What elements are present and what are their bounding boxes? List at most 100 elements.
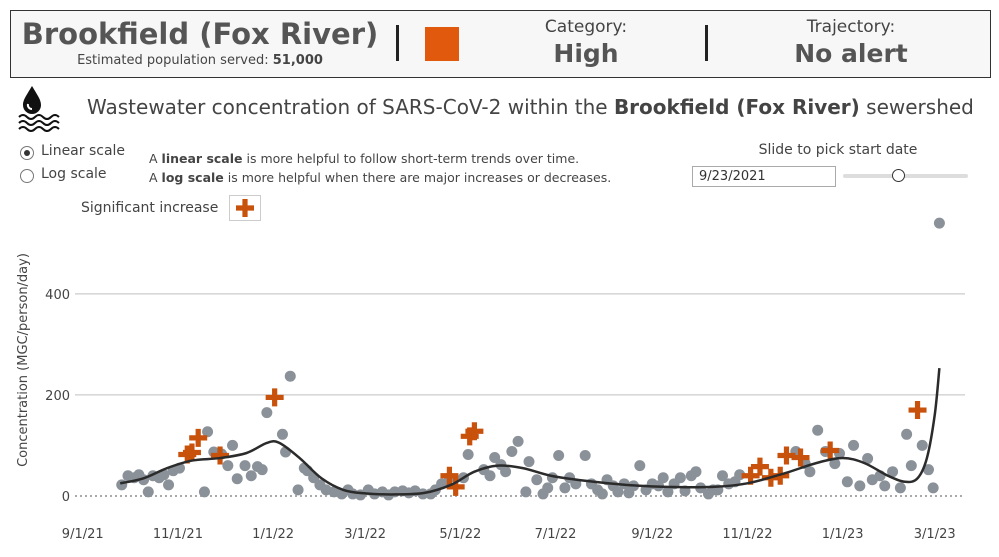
sample-point [231, 473, 243, 485]
note-bold: log scale [161, 170, 224, 185]
sample-point [901, 428, 913, 440]
sample-point [276, 428, 288, 440]
sample-point [862, 453, 874, 465]
sample-point [854, 480, 866, 492]
increase-marker [821, 441, 840, 460]
sample-point [812, 424, 824, 436]
x-tick-label: 11/1/21 [153, 527, 203, 542]
sample-point [559, 482, 571, 494]
header: Brookfield (Fox River) Estimated populat… [10, 10, 991, 78]
increase-marker [460, 427, 479, 446]
sample-point [227, 439, 239, 451]
radio-label[interactable]: Log scale [41, 166, 107, 182]
sample-point [142, 486, 154, 498]
sample-point [198, 486, 210, 498]
sample-point [523, 456, 535, 468]
increase-marker [465, 422, 484, 441]
sample-point [922, 464, 934, 476]
category-swatch [425, 27, 459, 61]
trajectory-value: No alert [794, 39, 908, 68]
sample-point [163, 479, 175, 491]
sample-point [489, 452, 501, 464]
sample-point [716, 470, 728, 482]
sample-point [848, 439, 860, 451]
sample-point [905, 460, 917, 472]
trajectory-label: Trajectory: [806, 17, 896, 37]
sample-point [292, 484, 304, 496]
divider [396, 25, 399, 61]
sample-point [690, 466, 702, 478]
sample-point [579, 450, 591, 462]
note-a: A [149, 151, 158, 166]
start-date-input[interactable]: 9/23/2021 [692, 166, 836, 187]
x-tick-label: 9/1/22 [631, 527, 673, 542]
sample-point [662, 486, 674, 498]
increase-marker [440, 466, 459, 485]
sample-point [261, 407, 273, 419]
sample-point [512, 435, 524, 447]
water-icon [18, 86, 60, 132]
increase-marker [182, 443, 201, 462]
radio-label[interactable]: Linear scale [41, 143, 126, 159]
note-rest: is more helpful to follow short-term tre… [246, 151, 580, 166]
sample-point [284, 370, 296, 382]
sample-point [657, 472, 669, 484]
sample-point [202, 426, 214, 438]
section-title: Wastewater concentration of SARS-CoV-2 w… [87, 95, 974, 119]
x-tick-label: 3/1/22 [344, 527, 386, 542]
title-site: Brookfield (Fox River) [613, 95, 860, 119]
x-tick-label: 5/1/22 [439, 527, 481, 542]
increase-marker [791, 448, 810, 467]
sample-point [596, 488, 608, 500]
sample-point [116, 479, 128, 491]
sample-point [634, 460, 646, 472]
sample-point [158, 469, 170, 481]
x-tick-label: 7/1/22 [535, 527, 577, 542]
radio-button[interactable] [20, 146, 34, 160]
slider-track [843, 174, 968, 178]
title-suffix: sewershed [866, 95, 974, 119]
sample-point [916, 439, 928, 451]
title-prefix: Wastewater concentration of SARS-CoV-2 w… [87, 95, 608, 119]
increase-marker [446, 477, 465, 496]
sample-point [239, 460, 251, 472]
sample-point [542, 482, 554, 494]
sample-point [245, 470, 257, 482]
sample-point [222, 460, 234, 472]
divider [705, 25, 708, 61]
note: A log scale is more helpful when there a… [149, 170, 611, 185]
sample-point [484, 470, 496, 482]
sample-point [553, 450, 565, 462]
y-tick-label: 400 [45, 288, 70, 303]
sample-point [933, 217, 945, 229]
sample-point [894, 482, 906, 494]
increase-marker [236, 199, 254, 217]
x-tick-label: 1/1/23 [822, 527, 864, 542]
x-tick-label: 3/1/23 [914, 527, 956, 542]
sample-point [256, 464, 268, 476]
legend-box [229, 195, 261, 221]
category-value: High [553, 39, 619, 68]
radio-dot [24, 150, 30, 156]
note-rest: is more helpful when there are major inc… [227, 170, 612, 185]
increase-marker [189, 428, 208, 447]
sample-point [879, 480, 891, 492]
increase-marker [265, 388, 284, 407]
increase-marker [750, 457, 769, 476]
slider-knob[interactable] [892, 169, 905, 182]
y-tick-label: 200 [45, 389, 70, 404]
population: Estimated population served: 51,000 [11, 53, 389, 68]
radio-button[interactable] [20, 169, 34, 183]
x-tick-label: 9/1/21 [62, 527, 104, 542]
sample-point [829, 458, 841, 470]
sample-point [506, 445, 518, 457]
sample-point [887, 466, 899, 478]
population-label: Estimated population served: [77, 53, 269, 68]
sample-point [520, 486, 532, 498]
sample-point [500, 466, 512, 478]
population-value: 51,000 [272, 53, 323, 68]
sample-point [612, 486, 624, 498]
sample-point [531, 474, 543, 486]
